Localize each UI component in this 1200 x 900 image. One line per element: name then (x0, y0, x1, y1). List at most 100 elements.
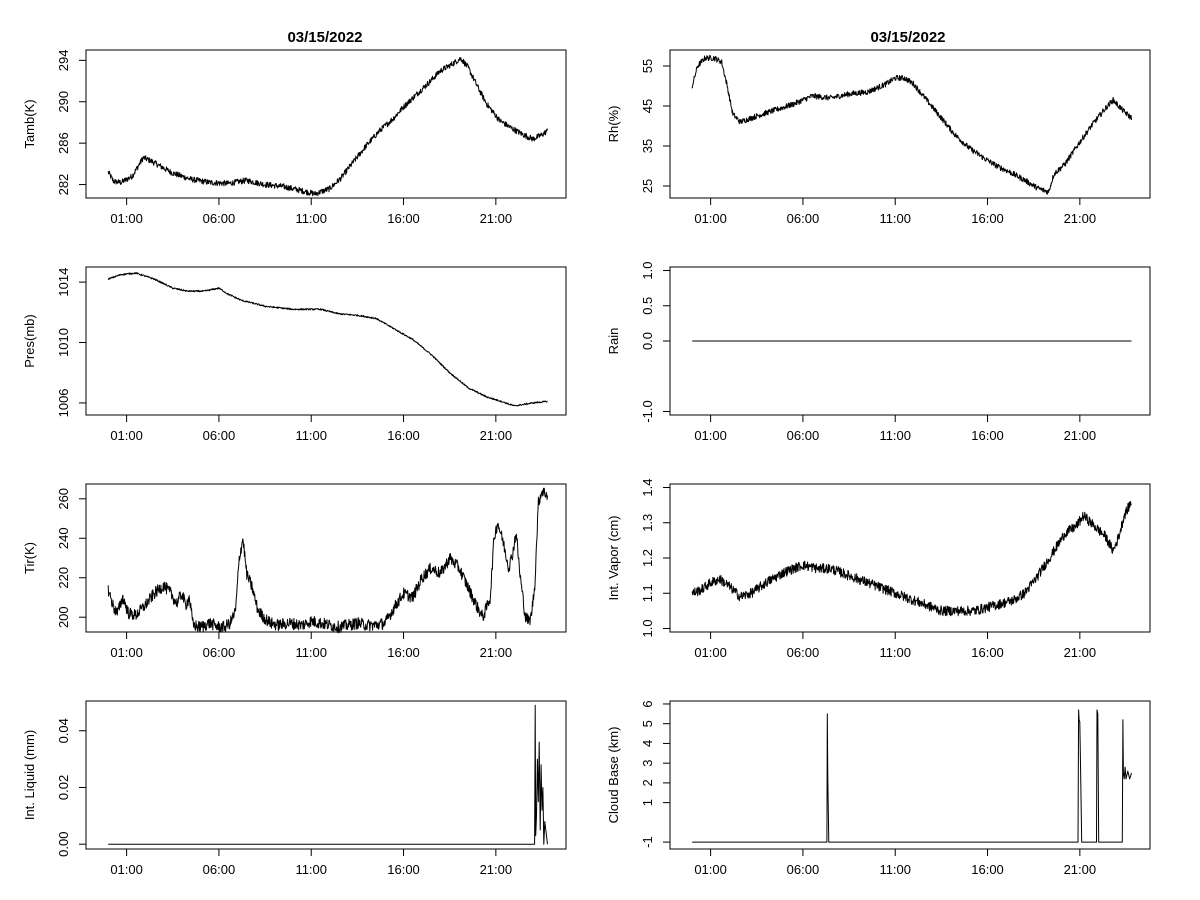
y-tick-label: 0.00 (56, 832, 71, 857)
panel-rh: 01:00 06:00 11:00 16:00 21:00 25 35 45 55 Rh(%) (606, 49, 1151, 226)
y-tick-label: 1.1 (640, 584, 655, 602)
x-tick-label: 06:00 (787, 211, 820, 226)
panel-liquid: 01:00 06:00 11:00 16:00 21:00 0.00 0.02 0.04 Int… (22, 700, 567, 877)
y-tick-label: 260 (56, 488, 71, 510)
x-tick-label: 16:00 (387, 862, 420, 877)
title-right: 03/15/2022 (870, 29, 945, 46)
panels: 01:00 06:00 11:00 16:00 21:00 282 286 290 294 Tam… (22, 49, 1151, 877)
panel-pres: 01:00 06:00 11:00 16:00 21:00 1006 1010 1014 Pre… (22, 266, 567, 443)
plot-frame-liquid (85, 700, 567, 850)
y-tick-label: -1 (640, 836, 655, 848)
series-line-tir (107, 487, 548, 634)
x-tick-label: 21:00 (480, 428, 513, 443)
y-tick-label: 0.04 (56, 718, 71, 743)
x-tick-label: 16:00 (971, 211, 1004, 226)
series-line-rh (691, 54, 1132, 195)
y-axis-label-cloud: Cloud Base (km) (606, 727, 621, 824)
series-line-cloud (692, 709, 1132, 843)
x-tick-label: 11:00 (879, 645, 911, 660)
x-tick-label: 06:00 (203, 862, 236, 877)
plot-frame-cloud (669, 700, 1151, 850)
x-tick-label: 16:00 (387, 645, 420, 660)
panel-cloud: 01:00 06:00 11:00 16:00 21:00 -1 1 2 3 4 5 6 Cloud B… (606, 700, 1151, 877)
plot-frame-vapor (669, 483, 1151, 633)
x-tick-label: 06:00 (203, 211, 236, 226)
panel-vapor: 01:00 06:00 11:00 16:00 21:00 1.0 1.1 1.2 1.3 1.4… (606, 478, 1151, 660)
x-tick-label: 11:00 (879, 862, 911, 877)
x-tick-label: 01:00 (694, 211, 727, 226)
x-tick-label: 21:00 (1064, 645, 1097, 660)
x-tick-label: 06:00 (787, 862, 820, 877)
series-line-vapor (691, 501, 1132, 617)
x-tick-label: 11:00 (879, 211, 911, 226)
y-axis-label-liquid: Int. Liquid (mm) (22, 730, 37, 820)
y-tick-label: 1 (640, 799, 655, 806)
plot-frame-rh (669, 49, 1151, 199)
series-line-tamb (107, 57, 548, 197)
y-tick-label: 35 (640, 139, 655, 153)
y-axis-label-tir: Tir(K) (22, 542, 37, 574)
x-tick-label: 01:00 (694, 862, 727, 877)
y-tick-label: 55 (640, 59, 655, 73)
x-tick-label: 16:00 (971, 862, 1004, 877)
y-tick-label: 1014 (56, 268, 71, 297)
title-left: 03/15/2022 (287, 29, 362, 46)
y-tick-label: 4 (640, 740, 655, 747)
y-tick-label: 220 (56, 567, 71, 589)
y-tick-label: 45 (640, 99, 655, 113)
x-tick-label: 21:00 (480, 645, 513, 660)
y-tick-label: 1.0 (640, 619, 655, 637)
x-tick-label: 11:00 (295, 645, 327, 660)
x-tick-label: 21:00 (1064, 211, 1097, 226)
x-tick-label: 11:00 (295, 211, 327, 226)
y-tick-label: 1.2 (640, 549, 655, 567)
x-tick-label: 01:00 (110, 428, 143, 443)
y-tick-label: 0.0 (640, 332, 655, 350)
y-axis-label-rh: Rh(%) (606, 106, 621, 143)
y-tick-label: 290 (56, 91, 71, 113)
x-tick-label: 16:00 (971, 428, 1004, 443)
x-tick-label: 06:00 (203, 645, 236, 660)
y-tick-label: 2 (640, 779, 655, 786)
x-tick-label: 11:00 (879, 428, 911, 443)
y-tick-label: 1006 (56, 388, 71, 417)
y-tick-label: 1.4 (640, 478, 655, 496)
y-tick-label: 0.5 (640, 297, 655, 315)
y-axis-label-rain: Rain (606, 328, 621, 355)
x-tick-label: 21:00 (1064, 862, 1097, 877)
x-tick-label: 06:00 (203, 428, 236, 443)
y-tick-label: 286 (56, 132, 71, 154)
y-tick-label: 294 (56, 49, 71, 71)
y-tick-label: 1.0 (640, 261, 655, 279)
plot-frame-pres (85, 266, 567, 416)
plot-frame-tamb (85, 49, 567, 199)
x-tick-label: 11:00 (295, 862, 327, 877)
x-tick-label: 01:00 (694, 428, 727, 443)
x-tick-label: 01:00 (110, 862, 143, 877)
y-tick-label: 1010 (56, 328, 71, 357)
panel-tamb: 01:00 06:00 11:00 16:00 21:00 282 286 290 294 Tam… (22, 49, 567, 226)
y-axis-label-vapor: Int. Vapor (cm) (606, 515, 621, 600)
x-tick-label: 01:00 (110, 211, 143, 226)
y-tick-label: 25 (640, 179, 655, 193)
y-tick-label: 3 (640, 760, 655, 767)
x-tick-label: 21:00 (480, 862, 513, 877)
y-tick-label: 200 (56, 606, 71, 628)
y-tick-label: 282 (56, 174, 71, 196)
y-axis-label-pres: Pres(mb) (22, 314, 37, 367)
y-tick-label: 5 (640, 720, 655, 727)
x-tick-label: 16:00 (971, 645, 1004, 660)
y-tick-label: -1.0 (640, 400, 655, 422)
series-line-liquid (108, 704, 548, 845)
y-tick-label: 0.02 (56, 775, 71, 800)
y-tick-label: 6 (640, 700, 655, 707)
x-tick-label: 16:00 (387, 211, 420, 226)
y-tick-label: 1.3 (640, 514, 655, 532)
x-tick-label: 01:00 (110, 645, 143, 660)
x-tick-label: 06:00 (787, 428, 820, 443)
y-axis-label-tamb: Tamb(K) (22, 99, 37, 148)
y-tick-label: 240 (56, 527, 71, 549)
x-tick-label: 21:00 (1064, 428, 1097, 443)
x-tick-label: 11:00 (295, 428, 327, 443)
